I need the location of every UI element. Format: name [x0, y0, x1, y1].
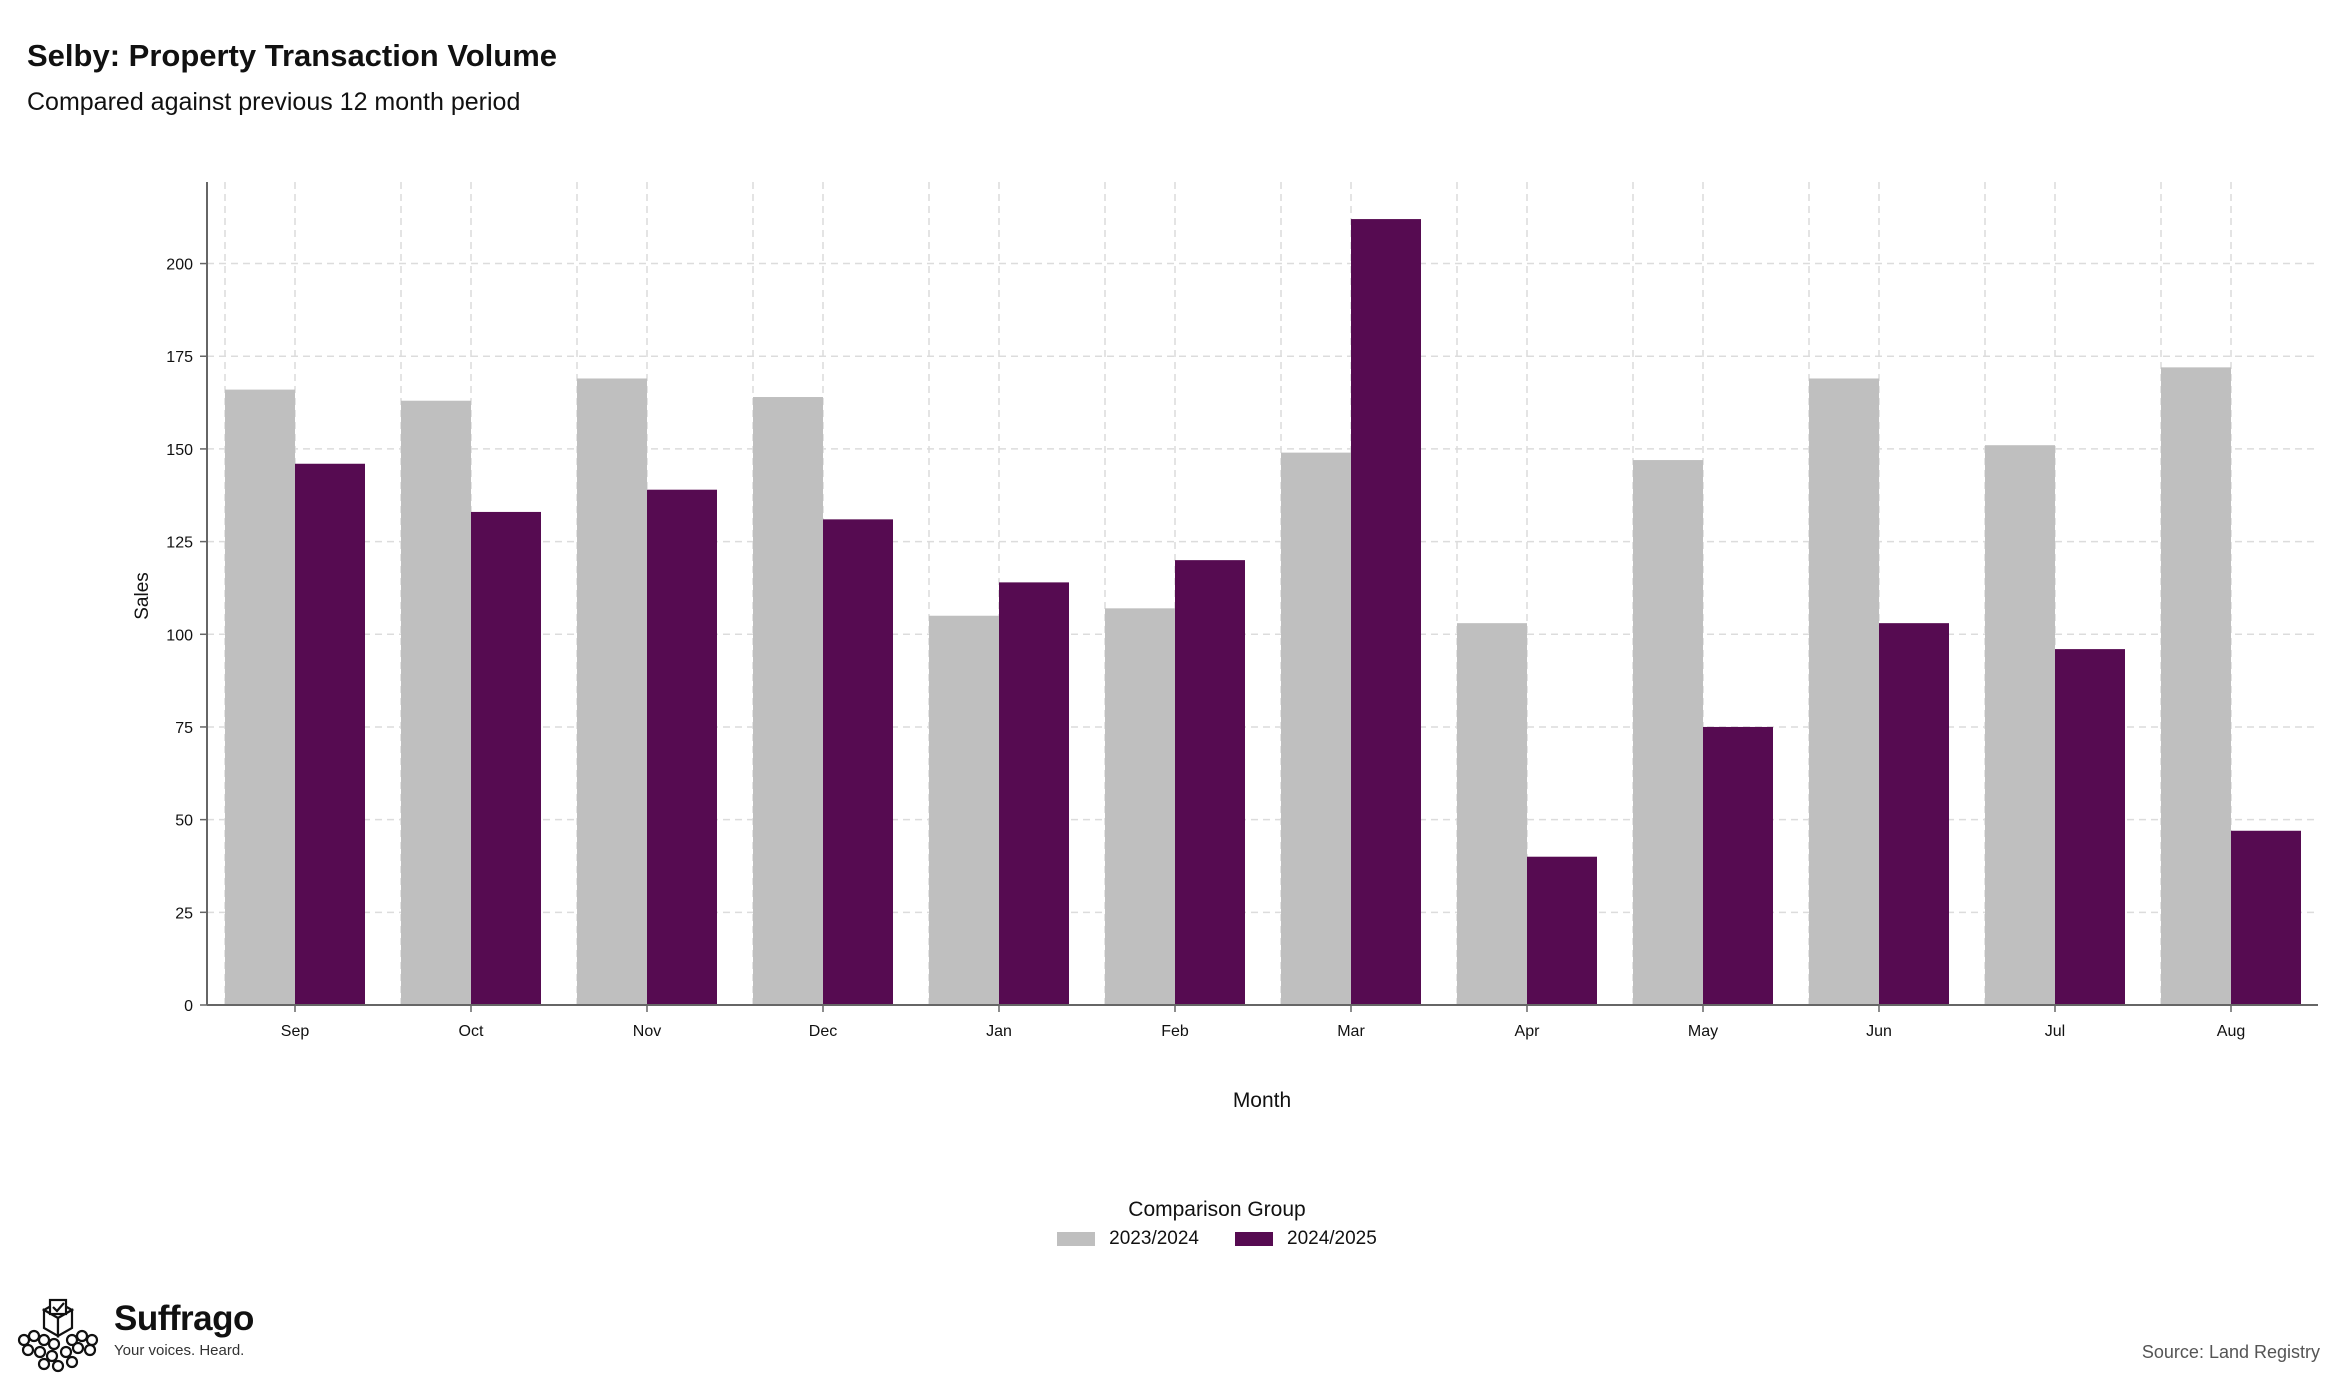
bar-chart: 0 25 50 75 100 125 150 175 200 Sep Oct Nov Dec Jan Feb… — [132, 182, 2318, 1112]
bar-2024-2025-aug — [2231, 830, 2301, 1005]
bar-2024-2025-nov — [647, 489, 717, 1005]
bar-2023-2024-mar — [1281, 452, 1351, 1006]
axes — [206, 182, 2318, 1006]
bar-2023-2024-oct — [401, 400, 471, 1005]
bar-2023-2024-feb — [1105, 608, 1175, 1005]
x-tick-label: Aug — [2217, 1023, 2245, 1040]
chart-subtitle: Compared against previous 12 month perio… — [27, 88, 521, 116]
legend-label-2024-2025: 2024/2025 — [1287, 1228, 1377, 1249]
y-tick-label: 150 — [166, 442, 193, 459]
brand-tagline: Your voices. Heard. — [114, 1342, 245, 1359]
chart-title: Selby: Property Transaction Volume — [27, 38, 558, 73]
bar-2023-2024-jul — [1985, 445, 2055, 1006]
x-tick-label: Jul — [2045, 1023, 2065, 1040]
x-tick-label: Nov — [633, 1023, 661, 1040]
bar-2023-2024-nov — [577, 378, 647, 1005]
y-tick-label: 25 — [175, 905, 193, 922]
y-tick-label: 175 — [166, 349, 193, 366]
bar-2023-2024-may — [1633, 460, 1703, 1005]
x-tick-label: Apr — [1515, 1023, 1541, 1040]
bar-2024-2025-feb — [1175, 560, 1245, 1005]
bar-2023-2024-dec — [753, 397, 823, 1005]
legend-title: Comparison Group — [1128, 1198, 1306, 1221]
y-tick-label: 125 — [166, 535, 193, 552]
bar-2023-2024-sep — [225, 389, 295, 1005]
legend-swatch-2023-2024 — [1057, 1232, 1096, 1246]
bar-2024-2025-oct — [471, 511, 541, 1005]
bars — [225, 219, 2301, 1006]
x-tick-label: Jan — [986, 1023, 1012, 1040]
source-note: Source: Land Registry — [2141, 1342, 2320, 1362]
legend: Comparison Group 2023/2024 2024/2025 — [0, 1198, 2334, 1250]
legend-items: 2023/2024 2024/2025 — [100, 1228, 2334, 1250]
bar-2024-2025-sep — [295, 463, 365, 1005]
bar-2024-2025-jul — [2055, 649, 2125, 1005]
bar-2024-2025-mar — [1351, 219, 1421, 1005]
legend-label-2023-2024: 2023/2024 — [1109, 1228, 1199, 1249]
bar-2024-2025-apr — [1527, 856, 1597, 1005]
legend-item-2024-2025: 2024/2025 — [1235, 1228, 1377, 1250]
bar-2024-2025-dec — [823, 519, 893, 1005]
y-tick-label: 75 — [175, 720, 193, 737]
brand-logo: Suffrago Your voices. Heard. — [14, 1296, 254, 1376]
bar-2023-2024-aug — [2161, 367, 2231, 1005]
y-tick-label: 50 — [175, 813, 193, 830]
y-axis-label: Sales — [132, 572, 153, 620]
legend-swatch-2024-2025 — [1235, 1232, 1273, 1246]
x-tick-label: Jun — [1866, 1023, 1892, 1040]
bar-2023-2024-apr — [1457, 623, 1527, 1005]
bar-2023-2024-jun — [1809, 378, 1879, 1005]
x-tick-label: May — [1688, 1023, 1718, 1040]
y-tick-label: 100 — [166, 627, 193, 644]
x-tick-label: Sep — [281, 1023, 310, 1040]
ballot-box-icon — [17, 1298, 99, 1373]
y-tick-label: 0 — [184, 998, 193, 1015]
y-tick-label: 200 — [166, 257, 193, 274]
brand-text: Suffrago Your voices. Heard. — [114, 1299, 254, 1360]
brand-name: Suffrago — [114, 1299, 254, 1338]
x-tick-label: Oct — [459, 1023, 484, 1040]
legend-item-2023-2024: 2023/2024 — [1057, 1228, 1199, 1250]
bar-2023-2024-jan — [929, 615, 999, 1005]
x-tick-label: Feb — [1161, 1023, 1189, 1040]
tick-labels: 0 25 50 75 100 125 150 175 200 Sep Oct Nov Dec Jan Feb… — [166, 257, 2245, 1040]
bar-2024-2025-jan — [999, 582, 1069, 1005]
x-axis-label: Month — [1233, 1089, 1291, 1112]
bar-2024-2025-jun — [1879, 623, 1949, 1005]
x-tick-label: Dec — [809, 1023, 837, 1040]
bar-2024-2025-may — [1703, 726, 1773, 1005]
x-tick-label: Mar — [1337, 1023, 1365, 1040]
